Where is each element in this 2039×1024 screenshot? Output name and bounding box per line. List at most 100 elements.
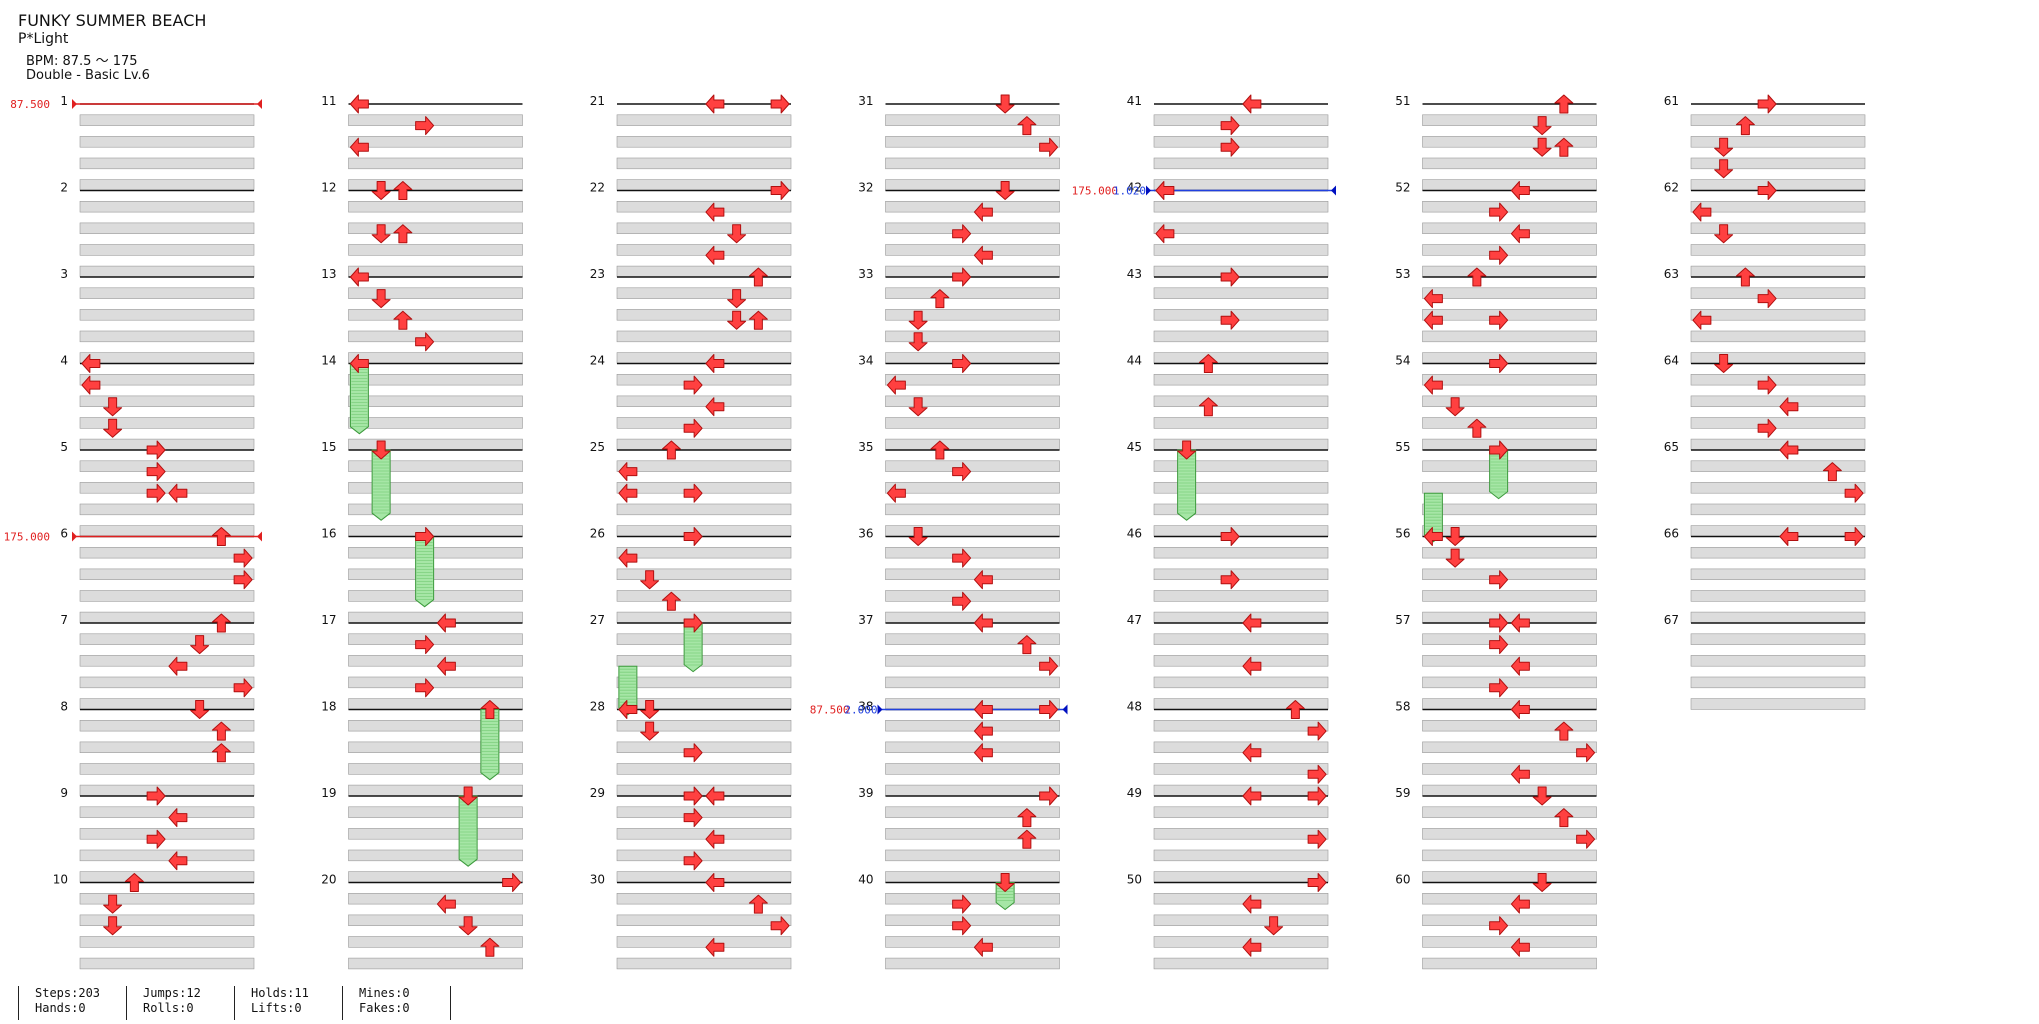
arrow-left-icon [705, 397, 725, 417]
measure: 47 [1127, 613, 1329, 710]
beat-band [79, 828, 255, 840]
arrow-left-icon [1423, 289, 1443, 309]
arrow-left-icon [1423, 310, 1443, 330]
beat-band [1422, 871, 1597, 883]
arrow-down-icon [103, 397, 123, 417]
arrow-right-icon [770, 916, 790, 936]
beat-band [1422, 892, 1597, 905]
beat-band [1153, 806, 1329, 818]
beat-band [348, 438, 523, 451]
hold-body [458, 795, 478, 867]
beat-band [885, 676, 1060, 689]
measure-number: 32 [858, 181, 873, 195]
beat-band [1690, 460, 1866, 472]
beat-band [1422, 330, 1597, 343]
beat-band [885, 222, 1060, 234]
measure-number: 57 [1395, 613, 1410, 627]
measure: 58 [1395, 700, 1597, 797]
beat-band [885, 763, 1060, 775]
beat-band [348, 914, 523, 927]
arrow-up-icon [1554, 94, 1574, 114]
arrow-down-icon [640, 721, 660, 741]
beat-band [885, 201, 1060, 213]
beat-band [885, 395, 1060, 407]
arrow-left-icon [973, 202, 993, 222]
measure-number: 12 [321, 181, 336, 195]
arrow-right-icon [1757, 94, 1777, 114]
measure-number: 5 [60, 440, 68, 454]
measure-number: 44 [1127, 354, 1142, 368]
beat-band [1153, 373, 1329, 386]
beat-band [348, 201, 523, 213]
measure-number: 8 [60, 700, 68, 714]
measure-number: 10 [53, 873, 68, 887]
arrow-right-icon [952, 462, 972, 482]
arrow-left-icon [1242, 937, 1262, 957]
beat-band [1153, 265, 1329, 278]
beat-band [1153, 784, 1329, 797]
beat-band [1153, 590, 1329, 602]
beat-band [79, 244, 255, 256]
hold-body [371, 449, 391, 521]
beat-band [885, 698, 1060, 710]
measure: 39 [858, 786, 1060, 883]
measure-number: 64 [1664, 354, 1679, 368]
arrow-left-icon [705, 94, 725, 114]
beat-band [885, 806, 1060, 818]
arrow-up-icon [124, 873, 144, 892]
beat-band [885, 633, 1060, 645]
stat-hands: Hands:0 [35, 1001, 86, 1015]
beat-band [348, 892, 523, 905]
beat-band [79, 698, 255, 710]
beat-band [885, 460, 1060, 472]
arrow-left-icon [1155, 224, 1175, 244]
measure-number: 53 [1395, 267, 1410, 281]
beat-band [1422, 201, 1597, 213]
arrow-down-icon [995, 94, 1015, 114]
arrow-down-icon [1532, 137, 1552, 157]
beat-band [616, 417, 792, 429]
measure: 34 [858, 354, 1060, 451]
beat-band [1153, 611, 1329, 624]
arrow-left-icon [1510, 613, 1530, 633]
stat-rolls: Rolls:0 [143, 1001, 194, 1015]
beat-band [885, 287, 1060, 299]
measure-number: 54 [1395, 354, 1410, 368]
beat-band [1153, 546, 1329, 559]
beat-band [348, 828, 523, 840]
arrow-right-icon [952, 916, 972, 936]
hold-body [995, 882, 1015, 911]
arrow-up-icon [211, 527, 231, 546]
beat-band [348, 957, 523, 970]
beat-band [1153, 244, 1329, 256]
measure-number: 36 [858, 527, 873, 541]
measure: 50 [1127, 873, 1329, 970]
beat-band [1690, 265, 1866, 278]
bpm-marker-left [877, 704, 883, 715]
beat-band [885, 936, 1060, 948]
beat-band [616, 157, 792, 170]
arrow-up-icon [1822, 462, 1842, 482]
measure: 18 [321, 700, 523, 797]
arrow-left-icon [1242, 743, 1262, 763]
beat-band [79, 309, 255, 321]
beat-band [79, 741, 255, 754]
beat-band [1153, 719, 1329, 732]
measure-number: 66 [1664, 527, 1679, 541]
measure-number: 42 [1127, 181, 1142, 195]
beat-band [1422, 633, 1597, 645]
arrow-right-icon [1576, 829, 1596, 849]
beat-band [1153, 352, 1329, 364]
beat-band [348, 741, 523, 754]
beat-band [616, 828, 792, 840]
beat-band [1422, 244, 1597, 256]
beat-band [79, 633, 255, 645]
measure: 53 [1395, 267, 1597, 364]
arrow-left-icon [1510, 764, 1530, 784]
stats-end-divider [450, 986, 451, 1020]
arrow-right-icon [1220, 570, 1240, 590]
arrow-up-icon [211, 721, 231, 741]
beat-band [79, 849, 255, 862]
beat-band [616, 655, 792, 667]
arrow-up-icon [480, 700, 500, 719]
